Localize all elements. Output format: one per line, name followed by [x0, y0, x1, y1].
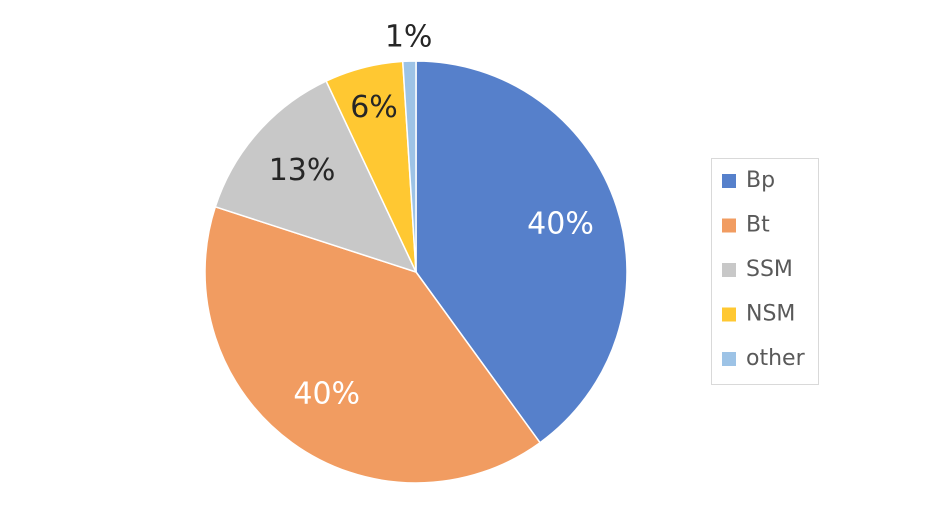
legend-swatch — [722, 307, 736, 322]
legend-label: Bp — [746, 168, 775, 193]
data-label: 40% — [527, 207, 594, 242]
legend-label: Bt — [746, 213, 770, 238]
legend-swatch — [722, 174, 736, 188]
data-label: 1% — [385, 19, 433, 54]
pie-slice — [401, 60, 417, 273]
legend-swatch — [722, 218, 736, 233]
pie-slice — [214, 80, 418, 274]
legend-swatch — [722, 352, 736, 366]
data-label: 6% — [350, 90, 398, 125]
pie-slice — [415, 60, 628, 444]
data-label: 40% — [293, 376, 360, 411]
data-label: 13% — [269, 153, 336, 188]
pie-slice — [204, 205, 542, 484]
legend-swatch — [722, 263, 736, 277]
legend-label: SSM — [746, 257, 793, 282]
legend-label: NSM — [746, 302, 795, 327]
legend-label: other — [746, 346, 806, 371]
